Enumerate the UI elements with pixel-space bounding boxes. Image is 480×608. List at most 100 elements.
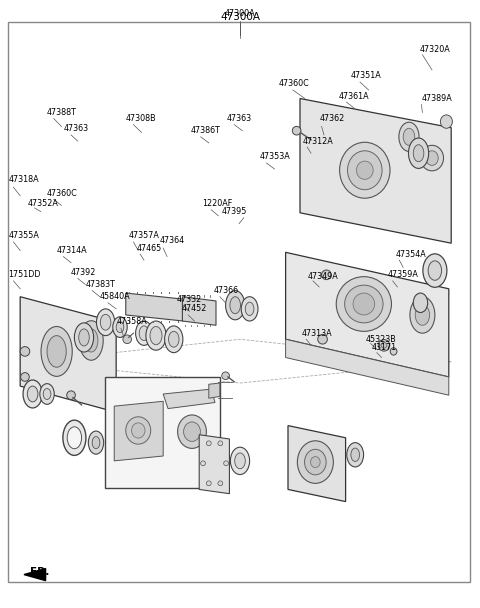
Polygon shape: [126, 293, 183, 321]
Ellipse shape: [63, 420, 86, 455]
Ellipse shape: [126, 417, 151, 444]
Ellipse shape: [113, 317, 127, 337]
Ellipse shape: [428, 261, 442, 280]
Text: 47360C: 47360C: [47, 189, 78, 198]
Ellipse shape: [67, 427, 82, 449]
Circle shape: [318, 334, 327, 344]
Text: 47313A: 47313A: [301, 329, 332, 337]
Circle shape: [224, 461, 228, 466]
Ellipse shape: [135, 321, 153, 345]
Ellipse shape: [150, 326, 162, 345]
Circle shape: [322, 270, 331, 280]
Ellipse shape: [235, 453, 245, 469]
Text: 47357A: 47357A: [129, 232, 159, 240]
Ellipse shape: [340, 142, 390, 198]
Ellipse shape: [420, 145, 444, 171]
Circle shape: [378, 340, 390, 351]
Polygon shape: [114, 401, 163, 461]
Ellipse shape: [92, 437, 100, 449]
Ellipse shape: [41, 326, 72, 376]
Polygon shape: [182, 297, 216, 325]
Circle shape: [206, 481, 211, 486]
Ellipse shape: [132, 423, 145, 438]
Ellipse shape: [116, 322, 124, 333]
Ellipse shape: [399, 122, 419, 151]
Text: 1751DD: 1751DD: [9, 271, 41, 279]
Text: 47386T: 47386T: [191, 126, 221, 135]
Circle shape: [20, 347, 30, 356]
Circle shape: [206, 441, 211, 446]
Ellipse shape: [27, 386, 38, 402]
Text: 47395: 47395: [222, 207, 247, 216]
Text: 47363: 47363: [63, 125, 88, 133]
Ellipse shape: [43, 389, 51, 399]
Ellipse shape: [413, 145, 424, 162]
Ellipse shape: [165, 326, 183, 353]
Ellipse shape: [413, 293, 428, 313]
Ellipse shape: [74, 323, 94, 352]
Polygon shape: [286, 252, 449, 377]
Text: 47362: 47362: [319, 114, 345, 123]
Text: 47312A: 47312A: [302, 137, 333, 145]
Circle shape: [67, 391, 75, 399]
Text: 47320A: 47320A: [420, 46, 451, 54]
Text: 45840A: 45840A: [100, 292, 131, 301]
Ellipse shape: [441, 115, 452, 128]
Ellipse shape: [139, 326, 149, 340]
Text: 47363: 47363: [227, 114, 252, 123]
Circle shape: [218, 481, 223, 486]
Ellipse shape: [79, 329, 89, 346]
Text: 47314A: 47314A: [57, 246, 87, 255]
Text: 47383T: 47383T: [85, 280, 115, 289]
Ellipse shape: [100, 314, 111, 330]
Text: 47389A: 47389A: [421, 94, 452, 103]
Ellipse shape: [351, 448, 360, 461]
Text: 47332: 47332: [177, 295, 202, 303]
Text: 47318A: 47318A: [9, 175, 39, 184]
Text: 47392: 47392: [71, 268, 96, 277]
Circle shape: [218, 441, 223, 446]
Ellipse shape: [423, 254, 447, 288]
Text: 47359A: 47359A: [388, 271, 419, 279]
Text: 47361A: 47361A: [338, 92, 369, 100]
Ellipse shape: [79, 321, 103, 360]
Circle shape: [381, 342, 387, 348]
Text: 47300A: 47300A: [225, 9, 255, 18]
Bar: [105, 377, 220, 488]
Ellipse shape: [168, 331, 179, 347]
Text: 47354A: 47354A: [396, 250, 427, 258]
Ellipse shape: [426, 151, 438, 165]
Text: 47355A: 47355A: [9, 232, 39, 240]
Ellipse shape: [241, 297, 258, 321]
Ellipse shape: [146, 321, 166, 350]
Polygon shape: [163, 389, 215, 409]
Polygon shape: [20, 297, 116, 412]
Ellipse shape: [390, 348, 397, 355]
Text: 1220AF: 1220AF: [203, 199, 233, 208]
Ellipse shape: [356, 161, 373, 179]
Ellipse shape: [347, 443, 364, 467]
Ellipse shape: [245, 302, 254, 316]
Text: 47351A: 47351A: [350, 72, 381, 80]
Text: 45323B: 45323B: [366, 335, 396, 344]
Text: 47353A: 47353A: [259, 153, 290, 161]
Text: 47465: 47465: [137, 244, 162, 252]
Text: 47300A: 47300A: [220, 12, 260, 22]
Ellipse shape: [226, 291, 245, 320]
Text: 47452: 47452: [181, 305, 207, 313]
Ellipse shape: [88, 431, 104, 454]
Text: 47388T: 47388T: [47, 108, 77, 117]
Ellipse shape: [353, 293, 375, 315]
Circle shape: [123, 335, 132, 344]
Text: FR.: FR.: [30, 567, 49, 576]
Ellipse shape: [336, 277, 392, 331]
Polygon shape: [286, 339, 449, 395]
Polygon shape: [24, 568, 46, 581]
Text: 47366: 47366: [214, 286, 239, 295]
Ellipse shape: [345, 285, 383, 323]
Circle shape: [21, 373, 29, 381]
Text: 47308B: 47308B: [126, 114, 156, 123]
Polygon shape: [300, 98, 451, 243]
Ellipse shape: [84, 329, 98, 352]
Circle shape: [292, 126, 301, 135]
